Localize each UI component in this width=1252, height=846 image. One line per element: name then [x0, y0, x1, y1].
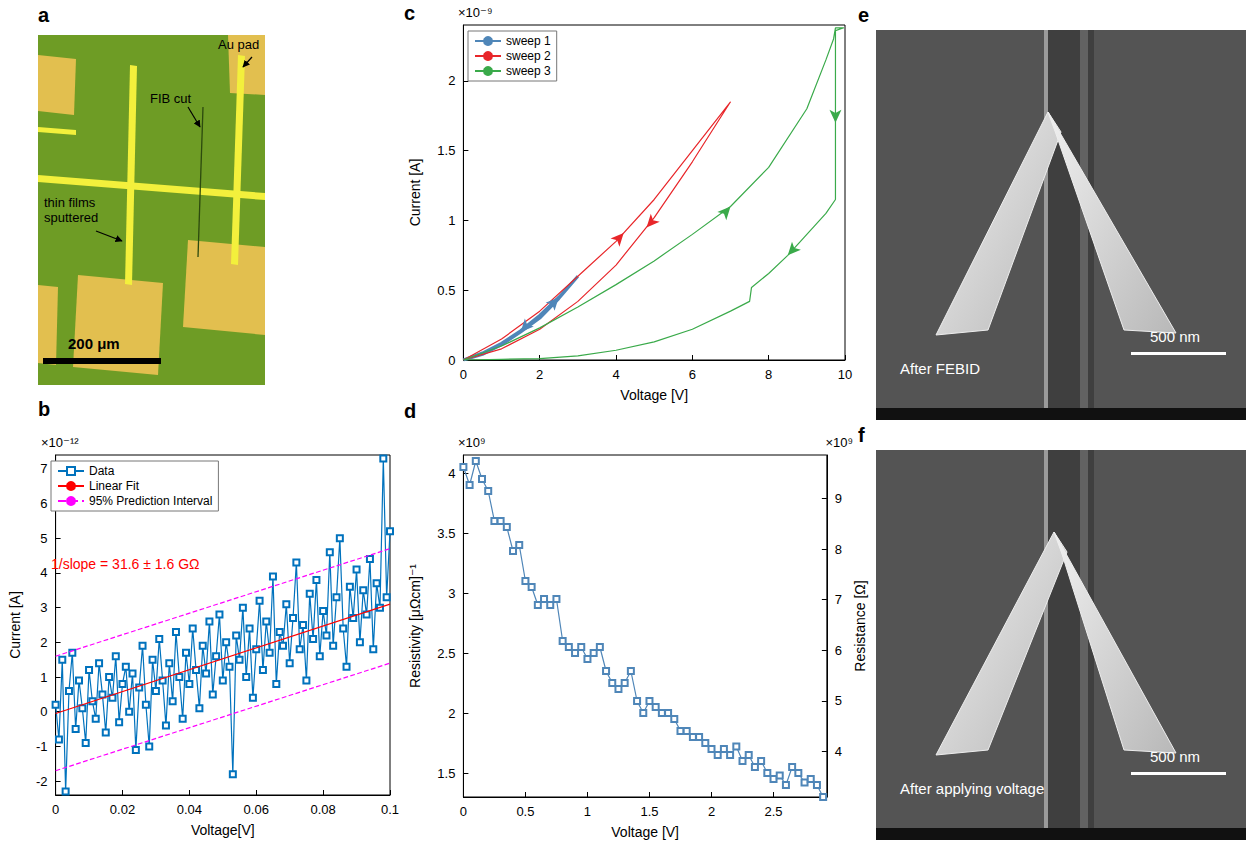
html-text:e: e: [858, 4, 870, 26]
svg-text:1.5: 1.5: [437, 766, 455, 781]
svg-text:2: 2: [40, 635, 47, 650]
svg-text:×10⁹: ×10⁹: [825, 435, 853, 450]
svg-text:0.02: 0.02: [110, 802, 135, 817]
svg-text:7: 7: [40, 461, 47, 476]
html-text:a: a: [38, 4, 50, 26]
svg-text:0.08: 0.08: [310, 802, 335, 817]
html-text:After FEBID: After FEBID: [900, 360, 980, 377]
svg-text:sweep 2: sweep 2: [506, 49, 551, 63]
html-text:200 μm: 200 μm: [68, 335, 120, 352]
svg-text:9: 9: [835, 491, 842, 506]
svg-text:4: 4: [612, 367, 619, 382]
svg-text:2: 2: [448, 706, 455, 721]
html-text:Au pad: Au pad: [218, 37, 260, 52]
svg-text:0: 0: [460, 804, 467, 819]
svg-text:2: 2: [536, 367, 543, 382]
svg-text:×10⁻¹²: ×10⁻¹²: [41, 435, 79, 450]
svg-text:0: 0: [52, 802, 59, 817]
svg-text:95% Prediction Interval: 95% Prediction Interval: [89, 494, 212, 508]
svg-text:0.06: 0.06: [244, 802, 269, 817]
svg-text:5: 5: [40, 531, 47, 546]
html-text:c: c: [404, 2, 416, 24]
svg-text:0: 0: [40, 704, 47, 719]
svg-text:2.5: 2.5: [764, 804, 782, 819]
svg-text:Linear Fit: Linear Fit: [89, 479, 140, 493]
html-text:500 nm: 500 nm: [1150, 328, 1200, 345]
svg-text:-2: -2: [36, 774, 48, 789]
html-text:After applying voltage: After applying voltage: [900, 780, 1045, 797]
html-text:500 nm: 500 nm: [1150, 748, 1200, 765]
svg-text:1/slope = 31.6 ± 1.6 GΩ: 1/slope = 31.6 ± 1.6 GΩ: [51, 556, 200, 572]
svg-text:0.5: 0.5: [516, 804, 534, 819]
svg-text:sweep 1: sweep 1: [506, 34, 551, 48]
svg-text:6: 6: [835, 643, 842, 658]
svg-text:3: 3: [40, 600, 47, 615]
html-text:f: f: [858, 424, 865, 446]
svg-text:1: 1: [40, 670, 47, 685]
svg-text:×10⁹: ×10⁹: [458, 435, 486, 450]
svg-text:3.5: 3.5: [437, 526, 455, 541]
svg-text:1.5: 1.5: [437, 143, 455, 158]
html-text:FIB cut: FIB cut: [150, 91, 192, 106]
svg-text:1: 1: [584, 804, 591, 819]
svg-text:7: 7: [835, 592, 842, 607]
svg-text:sweep 3: sweep 3: [506, 64, 551, 78]
svg-text:1.5: 1.5: [640, 804, 658, 819]
html-text:d: d: [404, 400, 417, 422]
svg-text:3: 3: [448, 586, 455, 601]
svg-text:×10⁻⁹: ×10⁻⁹: [458, 5, 492, 20]
svg-text:Resistance [Ω]: Resistance [Ω]: [852, 580, 868, 671]
svg-text:Resistivity [μΩcm]⁻¹: Resistivity [μΩcm]⁻¹: [407, 564, 423, 688]
svg-text:0: 0: [448, 353, 455, 368]
svg-text:0.5: 0.5: [437, 283, 455, 298]
svg-text:6: 6: [40, 496, 47, 511]
svg-text:0.04: 0.04: [177, 802, 202, 817]
html-text:b: b: [38, 398, 51, 420]
svg-text:4: 4: [835, 744, 842, 759]
svg-text:2: 2: [448, 73, 455, 88]
svg-text:-1: -1: [36, 739, 48, 754]
svg-text:4: 4: [40, 565, 47, 580]
svg-text:6: 6: [689, 367, 696, 382]
svg-text:Voltage[V]: Voltage[V]: [191, 822, 255, 838]
svg-text:Current [A]: Current [A]: [7, 591, 23, 659]
svg-text:10: 10: [838, 367, 852, 382]
svg-text:Current [A]: Current [A]: [407, 159, 423, 227]
svg-text:2: 2: [708, 804, 715, 819]
svg-text:1: 1: [448, 213, 455, 228]
html-text:thin films sputtered: thin films sputtered: [44, 195, 99, 225]
svg-text:8: 8: [765, 367, 772, 382]
svg-text:Voltage [V]: Voltage [V]: [620, 387, 688, 403]
svg-text:Voltage [V]: Voltage [V]: [611, 824, 679, 840]
svg-text:0.1: 0.1: [381, 802, 399, 817]
svg-text:0: 0: [460, 367, 467, 382]
svg-text:8: 8: [835, 542, 842, 557]
svg-text:2.5: 2.5: [437, 646, 455, 661]
svg-text:5: 5: [835, 693, 842, 708]
svg-text:Data: Data: [89, 464, 115, 478]
svg-text:4: 4: [448, 466, 455, 481]
